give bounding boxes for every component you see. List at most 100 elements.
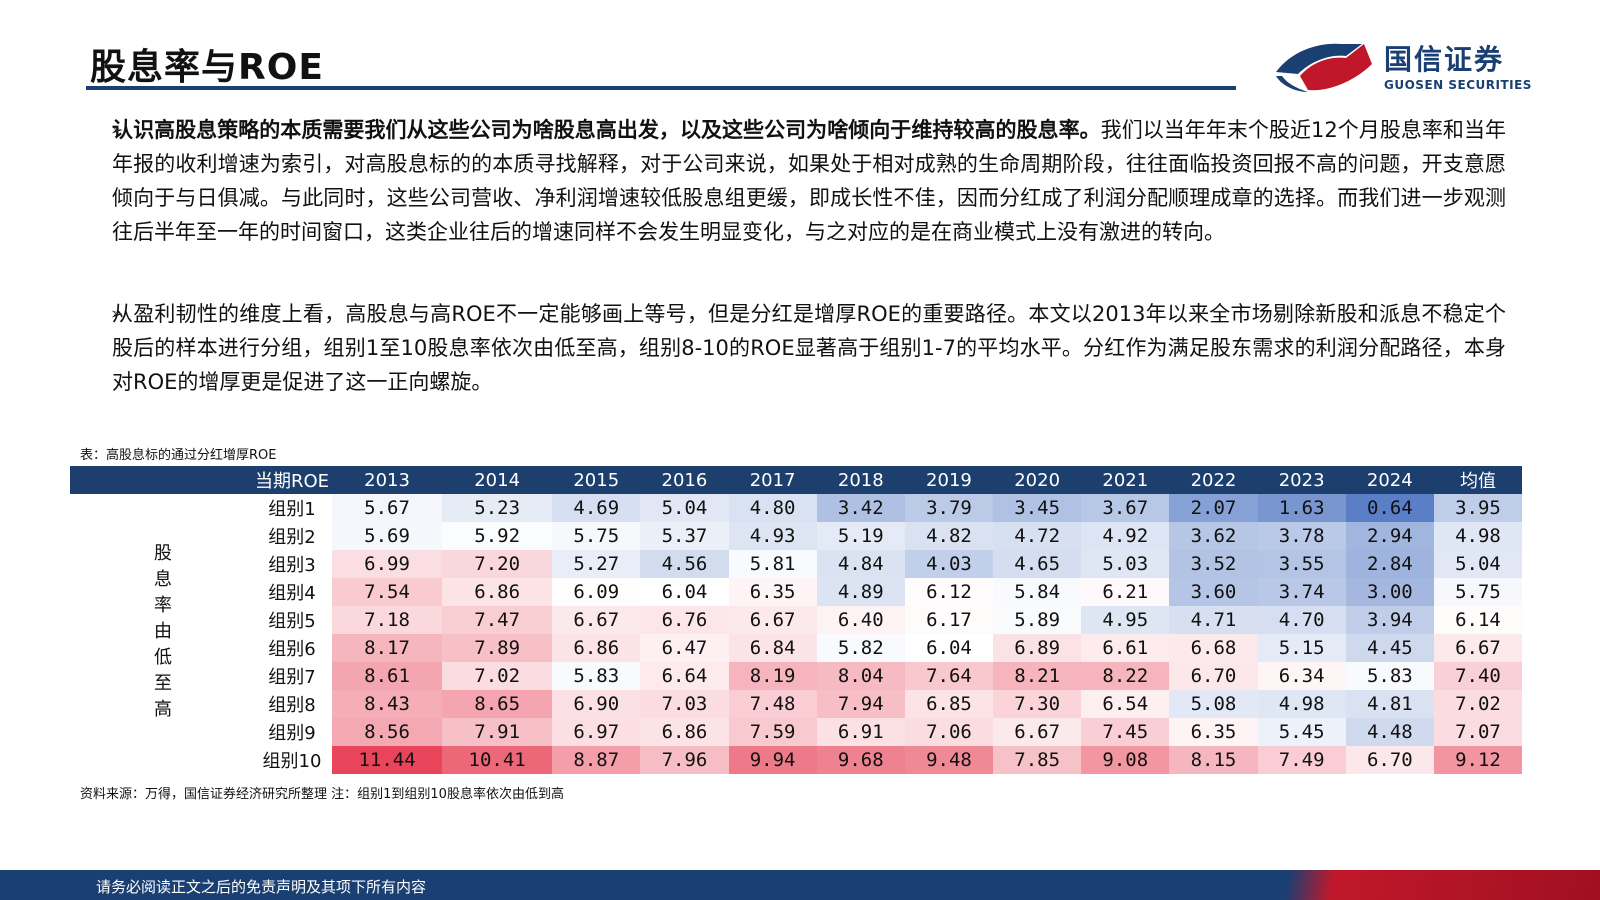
roe-heatmap-table: 当期ROE 2013 2014 2015 2016 2017 2018 2019 2020 20… <box>70 466 1522 774</box>
column-header: 2015 <box>552 466 641 494</box>
table-cell: 5.03 <box>1081 550 1170 578</box>
table-cell: 4.98 <box>1433 522 1522 550</box>
table-row: 组别3 6.99 7.20 5.27 4.56 5.81 4.84 4.03 4.65 5.03 3… <box>70 550 1522 578</box>
table-cell: 3.67 <box>1081 494 1170 522</box>
row-label: 组别1 <box>252 494 332 522</box>
table-cell: 6.14 <box>1433 606 1522 634</box>
table-cell: 9.08 <box>1081 746 1170 774</box>
table-cell: 7.91 <box>442 718 553 746</box>
column-header: 2020 <box>993 466 1082 494</box>
table-cell: 6.85 <box>904 690 994 718</box>
table-cell: 3.55 <box>1257 550 1346 578</box>
row-label: 组别7 <box>252 662 332 690</box>
logo-brand-name: 国信证券 <box>1384 43 1505 76</box>
table-cell: 1.63 <box>1257 494 1346 522</box>
table-cell: 5.81 <box>728 550 817 578</box>
table-cell: 5.75 <box>552 522 641 550</box>
table-cell: 8.21 <box>993 662 1082 690</box>
column-header: 2013 <box>332 466 443 494</box>
table-cell: 6.90 <box>552 690 641 718</box>
table-cell: 6.47 <box>640 634 729 662</box>
table-cell: 4.95 <box>1081 606 1170 634</box>
table-header-row: 当期ROE 2013 2014 2015 2016 2017 2018 2019 2020 20… <box>70 466 1522 494</box>
table-cell: 8.65 <box>442 690 553 718</box>
table-cell: 5.04 <box>640 494 729 522</box>
side-axis-label: 股息率由低至高 <box>151 543 172 725</box>
table-cell: 6.86 <box>442 578 553 606</box>
table-cell: 7.40 <box>1433 662 1522 690</box>
table-cell: 4.45 <box>1345 634 1434 662</box>
table-cell: 3.45 <box>993 494 1082 522</box>
column-header: 2022 <box>1169 466 1258 494</box>
table-cell: 4.48 <box>1345 718 1434 746</box>
table-cell: 5.37 <box>640 522 729 550</box>
table-cell: 6.35 <box>1169 718 1258 746</box>
table-cell: 6.67 <box>993 718 1082 746</box>
table-cell: 4.03 <box>904 550 994 578</box>
table-cell: 8.87 <box>552 746 641 774</box>
row-label: 组别4 <box>252 578 332 606</box>
table-cell: 4.70 <box>1257 606 1346 634</box>
table-cell: 3.74 <box>1257 578 1346 606</box>
bullet-arrow-icon: ➢ <box>110 304 124 323</box>
table-cell: 5.83 <box>1345 662 1434 690</box>
side-axis-label-cell: 股息率由低至高 <box>70 494 252 774</box>
table-cell: 6.67 <box>552 606 641 634</box>
table-cell: 5.69 <box>332 522 443 550</box>
table-cell: 7.06 <box>904 718 994 746</box>
paragraph-2-body: 从盈利韧性的维度上看，高股息与高ROE不一定能够画上等号，但是分红是增厚ROE的… <box>112 302 1506 394</box>
table-cell: 10.41 <box>442 746 553 774</box>
table-row: 组别4 7.54 6.86 6.09 6.04 6.35 4.89 6.12 5.84 6.21 3… <box>70 578 1522 606</box>
table-cell: 6.97 <box>552 718 641 746</box>
table-cell: 7.59 <box>728 718 817 746</box>
table-cell: 6.09 <box>552 578 641 606</box>
table-cell: 7.64 <box>904 662 994 690</box>
table-corner-cell <box>70 466 252 494</box>
column-header: 2014 <box>442 466 553 494</box>
row-label: 组别6 <box>252 634 332 662</box>
table-cell: 4.93 <box>728 522 817 550</box>
table-cell: 2.07 <box>1169 494 1258 522</box>
table-cell: 6.76 <box>640 606 729 634</box>
table-cell: 5.89 <box>993 606 1082 634</box>
table-cell: 6.17 <box>904 606 994 634</box>
table-cell: 3.62 <box>1169 522 1258 550</box>
column-header: 均值 <box>1433 466 1522 494</box>
table-cell: 5.82 <box>816 634 905 662</box>
table-cell: 5.83 <box>552 662 641 690</box>
bullet-paragraph-1: ➢ 认识高股息策略的本质需要我们从这些公司为啥股息高出发，以及这些公司为啥倾向于… <box>86 113 1506 249</box>
table-cell: 6.35 <box>728 578 817 606</box>
table-cell: 7.03 <box>640 690 729 718</box>
table-cell: 4.81 <box>1345 690 1434 718</box>
logo-brand-english: GUOSEN SECURITIES <box>1384 78 1532 92</box>
table-cell: 8.19 <box>728 662 817 690</box>
table-cell: 3.42 <box>816 494 905 522</box>
table-cell: 8.56 <box>332 718 443 746</box>
column-header: 2019 <box>904 466 994 494</box>
table-cell: 5.92 <box>442 522 553 550</box>
table-corner-label: 当期ROE <box>252 466 332 494</box>
table-cell: 4.89 <box>816 578 905 606</box>
table-cell: 7.07 <box>1433 718 1522 746</box>
table-row: 组别9 8.56 7.91 6.97 6.86 7.59 6.91 7.06 6.67 7.45 6… <box>70 718 1522 746</box>
table-cell: 4.84 <box>816 550 905 578</box>
table-cell: 6.99 <box>332 550 443 578</box>
guosen-logo-icon <box>1276 43 1372 92</box>
table-cell: 6.61 <box>1081 634 1170 662</box>
table-cell: 3.00 <box>1345 578 1434 606</box>
table-cell: 7.18 <box>332 606 443 634</box>
table-cell: 5.04 <box>1433 550 1522 578</box>
table-cell: 3.60 <box>1169 578 1258 606</box>
table-cell: 4.92 <box>1081 522 1170 550</box>
table-cell: 3.95 <box>1433 494 1522 522</box>
table-row: 组别8 8.43 8.65 6.90 7.03 7.48 7.94 6.85 7.30 6.54 5… <box>70 690 1522 718</box>
footer-disclaimer: 请务必阅读正文之后的免责声明及其项下所有内容 <box>96 878 427 896</box>
table-cell: 8.17 <box>332 634 443 662</box>
table-cell: 7.89 <box>442 634 553 662</box>
table-cell: 3.78 <box>1257 522 1346 550</box>
table-cell: 7.20 <box>442 550 553 578</box>
table-cell: 6.86 <box>552 634 641 662</box>
table-cell: 6.70 <box>1345 746 1434 774</box>
row-label: 组别2 <box>252 522 332 550</box>
table-row: 组别2 5.69 5.92 5.75 5.37 4.93 5.19 4.82 4.72 4.92 3… <box>70 522 1522 550</box>
